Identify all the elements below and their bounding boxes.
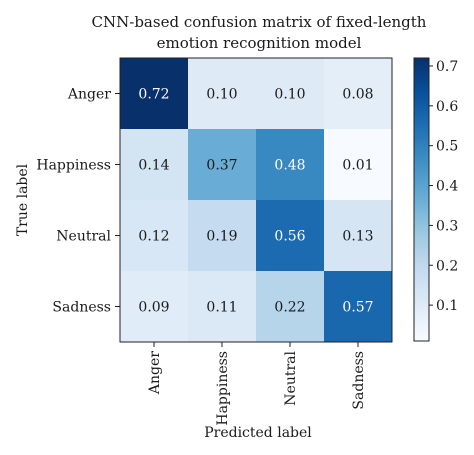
heatmap-cell xyxy=(324,58,392,129)
x-tick-labels: Anger Happiness Neutral Sadness xyxy=(147,342,367,426)
heatmap-cell xyxy=(256,271,324,342)
heatmap-cell xyxy=(188,271,256,342)
heatmap-cell xyxy=(256,58,324,129)
cell-value-label: 0.56 xyxy=(274,229,305,245)
cell-value-label: 0.22 xyxy=(274,300,305,316)
colorbar-tick-label: 0.7 xyxy=(436,59,458,75)
colorbar-tick-label: 0.3 xyxy=(436,218,458,234)
y-axis-label: True label xyxy=(15,163,31,236)
x-tick-label: Anger xyxy=(147,351,163,395)
chart-title-line-1: CNN-based confusion matrix of fixed-leng… xyxy=(92,13,427,31)
cell-value-label: 0.10 xyxy=(274,87,305,103)
heatmap-frame xyxy=(119,57,393,343)
cell-value-label: 0.37 xyxy=(206,158,237,174)
heatmap-cell xyxy=(256,200,324,271)
y-tick-label: Anger xyxy=(67,87,111,103)
cell-value-label: 0.11 xyxy=(206,300,237,316)
heatmap-cell xyxy=(188,58,256,129)
heatmap-cell xyxy=(188,200,256,271)
y-tick-labels: Anger Happiness Neutral Sadness xyxy=(36,87,120,316)
heatmap-cells: 0.72 0.10 0.10 0.08 0.14 0.37 0.48 0.01 0.12 0.19… xyxy=(119,57,393,343)
heatmap-cell xyxy=(256,129,324,200)
cell-value-label: 0.14 xyxy=(138,158,169,174)
cell-value-label: 0.48 xyxy=(274,158,305,174)
heatmap-cell xyxy=(324,200,392,271)
cell-value-label: 0.08 xyxy=(342,87,373,103)
cell-value-label: 0.09 xyxy=(138,300,169,316)
cell-value-label: 0.72 xyxy=(138,87,169,103)
colorbar-tick-label: 0.4 xyxy=(436,179,458,195)
heatmap-cell xyxy=(324,129,392,200)
cell-value-label: 0.19 xyxy=(206,229,237,245)
cell-value-label: 0.57 xyxy=(342,300,373,316)
y-tick-label: Sadness xyxy=(52,300,111,316)
x-tick-label: Neutral xyxy=(283,350,299,405)
colorbar-tick-label: 0.5 xyxy=(436,139,458,155)
heatmap-cell xyxy=(324,271,392,342)
x-tick-label: Sadness xyxy=(351,351,367,410)
colorbar-tick-label: 0.2 xyxy=(436,258,458,274)
heatmap-cell xyxy=(120,58,188,129)
cell-value-label: 0.10 xyxy=(206,87,237,103)
heatmap-cell xyxy=(120,200,188,271)
heatmap-cell xyxy=(120,129,188,200)
heatmap-cell xyxy=(120,271,188,342)
colorbar-tick-label: 0.1 xyxy=(436,298,458,314)
cell-value-label: 0.01 xyxy=(342,158,373,174)
colorbar-tick-label: 0.6 xyxy=(436,99,458,115)
x-axis-label: Predicted label xyxy=(204,425,312,441)
y-tick-label: Neutral xyxy=(56,229,111,245)
chart-title-line-2: emotion recognition model xyxy=(157,34,362,52)
cell-value-label: 0.13 xyxy=(342,229,373,245)
colorbar xyxy=(413,57,430,342)
x-tick-label: Happiness xyxy=(215,351,231,426)
cell-value-label: 0.12 xyxy=(138,229,169,245)
heatmap-cell xyxy=(188,129,256,200)
y-tick-label: Happiness xyxy=(36,158,111,174)
colorbar-ticks: 0.1 0.2 0.3 0.4 0.5 0.6 0.7 xyxy=(429,59,458,314)
